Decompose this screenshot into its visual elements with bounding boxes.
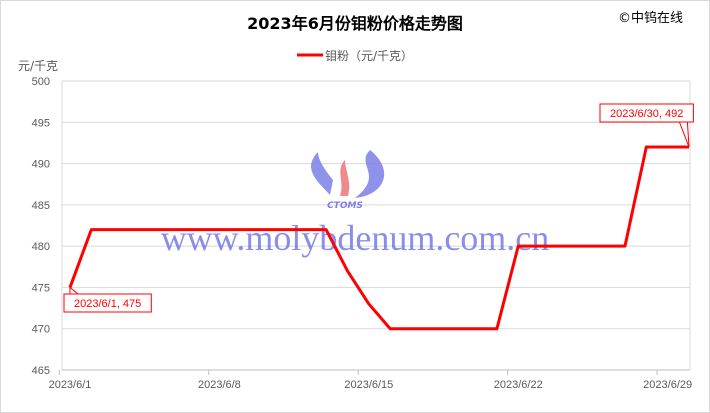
y-tick-label: 465 <box>32 365 50 377</box>
y-tick-label: 470 <box>32 324 50 336</box>
x-tick-label: 2023/6/29 <box>643 379 692 391</box>
callout-label: 2023/6/30, 492 <box>610 108 683 120</box>
x-tick-label: 2023/6/15 <box>344 379 393 391</box>
x-tick-label: 2023/6/22 <box>494 379 543 391</box>
callout-label: 2023/6/1, 475 <box>74 298 141 310</box>
chart-title: 2023年6月份钼粉价格走势图 <box>247 14 463 33</box>
y-tick-label: 490 <box>32 159 50 171</box>
copyright-text: ©中钨在线 <box>618 10 683 26</box>
callout-box <box>63 293 152 313</box>
callout-box <box>599 103 694 123</box>
watermark: CTOMS www.molybdenum.com.cn <box>161 150 550 258</box>
price-line <box>68 145 689 331</box>
legend-label[interactable]: 钼粉（元/千克） <box>325 49 413 63</box>
y-tick-label: 500 <box>32 76 50 88</box>
y-tick-label: 475 <box>32 282 50 294</box>
x-tick-label: 2023/6/1 <box>49 379 92 391</box>
logo-middle-swirl-icon <box>340 160 350 196</box>
y-tick-label: 495 <box>32 117 50 129</box>
y-tick-label: 480 <box>32 241 50 253</box>
x-tick-label: 2023/6/8 <box>198 379 241 391</box>
watermark-text: www.molybdenum.com.cn <box>161 218 550 258</box>
y-tick-label: 485 <box>32 200 50 212</box>
logo-right-swirl-icon <box>355 150 385 198</box>
logo-text: CTOMS <box>327 201 363 211</box>
logo-left-swirl-icon <box>311 152 333 195</box>
callout-pointer <box>69 286 79 295</box>
y-axis-unit: 元/千克 <box>18 59 58 73</box>
callout-pointer <box>678 121 690 148</box>
